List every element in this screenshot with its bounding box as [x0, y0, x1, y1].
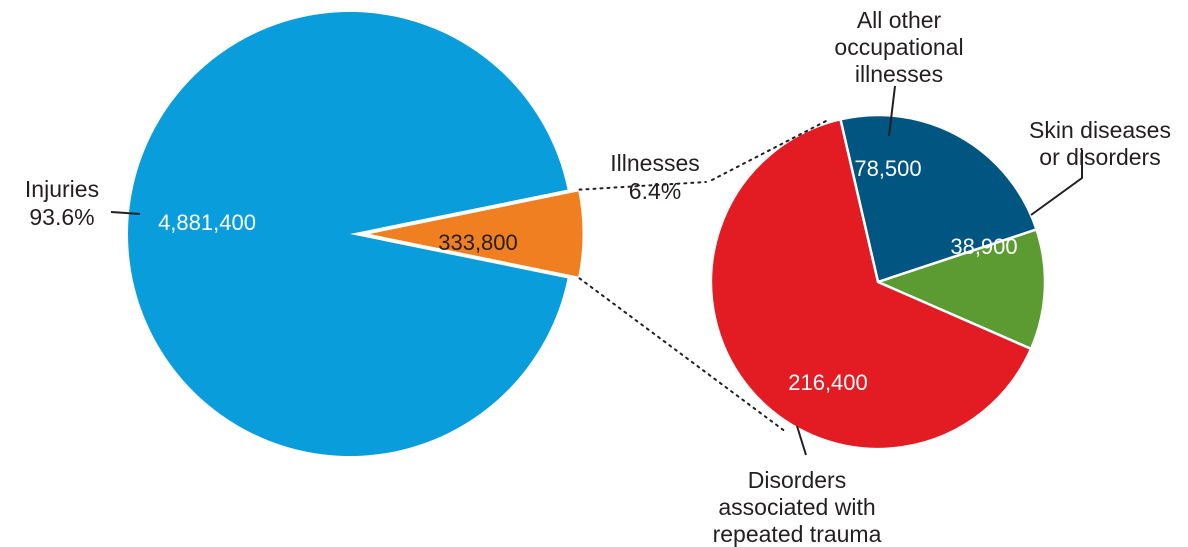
leader-line-injuries	[110, 211, 141, 215]
category-label-repeated-trauma-line-3: repeated trauma	[713, 521, 882, 547]
leader-line-skin-diseases	[1030, 150, 1083, 216]
category-label-skin-diseases-line-1: Skin diseases	[1029, 117, 1171, 143]
slice-injuries	[128, 12, 568, 457]
category-label-skin-diseases-line-2: or disorders	[1039, 144, 1160, 170]
category-label-illnesses-line-1: Illnesses	[610, 150, 699, 176]
slice-skin-diseases	[876, 228, 1047, 351]
category-label-illnesses-line-2: 6.4%	[629, 178, 681, 204]
leader-line-repeated-trauma	[796, 425, 807, 456]
connector-line-bottom	[578, 277, 787, 433]
value-label-injuries: 4,881,400	[158, 210, 256, 235]
category-label-repeated-trauma-line-1: Disorders	[748, 467, 846, 493]
value-label-all-other-illnesses: 78,500	[854, 156, 921, 181]
value-label-illnesses: 333,800	[438, 230, 518, 255]
slice-repeated-trauma	[709, 118, 1033, 451]
category-label-repeated-trauma-line-2: associated with	[718, 494, 875, 520]
category-label-injuries-line-1: Injuries	[25, 176, 99, 202]
category-label-injuries-line-2: 93.6%	[29, 204, 94, 230]
category-label-all-other-illnesses-line-2: occupational	[834, 34, 963, 60]
category-label-all-other-illnesses-line-3: illnesses	[855, 61, 943, 87]
connector-line-top-left	[578, 181, 707, 191]
value-label-repeated-trauma: 216,400	[788, 370, 868, 395]
leader-line-all-other-illnesses	[888, 85, 896, 137]
category-label-all-other-illnesses-line-1: All other	[857, 7, 942, 33]
slice-all-other-illnesses	[839, 113, 1038, 284]
value-label-skin-diseases: 38,900	[950, 234, 1017, 259]
connector-line-top-right	[711, 119, 829, 181]
